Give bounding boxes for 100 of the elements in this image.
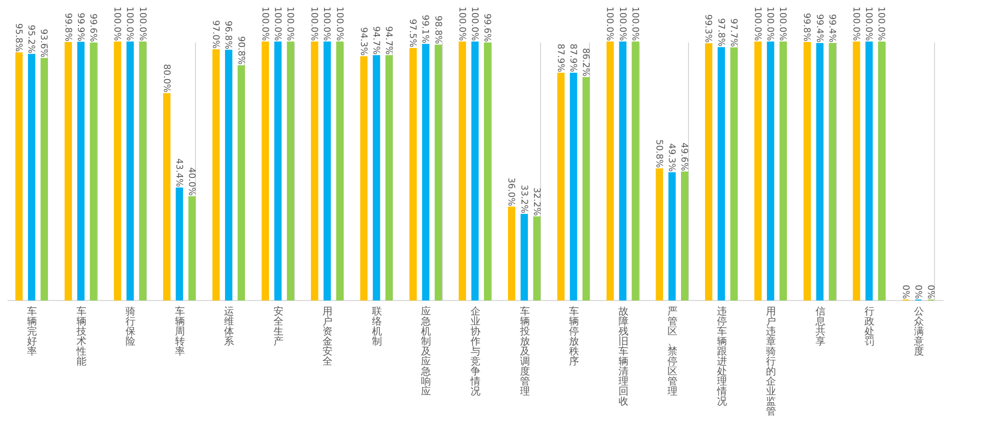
data-label: 99.6% bbox=[482, 13, 492, 42]
data-label: 99.4% bbox=[814, 14, 824, 43]
bar bbox=[508, 206, 516, 300]
bar bbox=[262, 42, 269, 300]
data-label: 100.0% bbox=[616, 6, 627, 42]
bar bbox=[372, 55, 380, 300]
data-label: 0% bbox=[912, 284, 922, 300]
x-tick-label: 车辆技术性能 bbox=[75, 306, 86, 368]
bar bbox=[40, 58, 48, 300]
data-label: 99.8% bbox=[62, 12, 72, 42]
bar bbox=[681, 172, 688, 300]
data-label: 0% bbox=[900, 284, 910, 300]
category-label: 企业协作与竞争情况 bbox=[470, 306, 480, 398]
bar bbox=[114, 42, 122, 300]
bar bbox=[176, 188, 184, 300]
bar bbox=[274, 42, 282, 300]
bar bbox=[28, 54, 36, 300]
x-tick-label: 车辆停放秩序 bbox=[569, 306, 580, 368]
bar bbox=[360, 56, 368, 300]
category-label: 故障残旧车辆清理回收 bbox=[618, 306, 628, 408]
data-label: 87.9% bbox=[568, 44, 578, 73]
bar bbox=[484, 42, 492, 300]
data-label: 87.9% bbox=[554, 44, 565, 73]
bar bbox=[422, 44, 430, 300]
data-label: 99.3% bbox=[702, 14, 713, 44]
bar bbox=[188, 196, 196, 300]
x-tick-label: 信息共享 bbox=[814, 306, 826, 348]
x-tick-label: 车辆完好率 bbox=[27, 306, 38, 358]
x-tick-label: 安全生产 bbox=[273, 306, 284, 348]
data-label: 86.2% bbox=[580, 48, 590, 78]
data-label: 36.0% bbox=[506, 178, 516, 207]
bar bbox=[619, 42, 626, 300]
bar bbox=[385, 55, 393, 300]
category-label: 车辆投放及调度管理 bbox=[520, 306, 530, 398]
data-label: 100.0% bbox=[876, 6, 886, 42]
bar bbox=[570, 72, 578, 300]
bar bbox=[852, 42, 860, 300]
bar bbox=[557, 72, 565, 300]
bar bbox=[656, 168, 664, 300]
data-label: 80.0% bbox=[160, 64, 171, 94]
bar bbox=[668, 172, 676, 300]
bar bbox=[828, 43, 836, 300]
category-label: 应急机制及应急响应 bbox=[421, 306, 432, 398]
data-label: 97.8% bbox=[715, 18, 726, 48]
bar bbox=[310, 42, 318, 300]
bar bbox=[324, 42, 331, 300]
bar bbox=[77, 42, 85, 300]
bar bbox=[225, 50, 232, 300]
data-label: 40.0% bbox=[186, 167, 196, 196]
data-label: 97.0% bbox=[210, 20, 220, 50]
data-label: 100.0% bbox=[136, 6, 147, 42]
x-tick-label: 车辆周转率 bbox=[174, 306, 185, 358]
bar bbox=[238, 65, 245, 300]
bar bbox=[582, 77, 590, 300]
x-tick-label: 行政处罚 bbox=[864, 306, 875, 348]
data-label: 100.0% bbox=[259, 6, 270, 42]
bar bbox=[471, 42, 479, 300]
category-label: 用户违章骑行的企业监管 bbox=[766, 306, 776, 418]
data-label: 0% bbox=[924, 284, 935, 300]
data-label: 97.5% bbox=[407, 18, 418, 48]
bar bbox=[632, 42, 640, 300]
data-label: 99.1% bbox=[420, 14, 430, 44]
x-tick-label: 骑行保险 bbox=[126, 306, 136, 348]
bar bbox=[139, 42, 146, 300]
data-label: 32.2% bbox=[530, 187, 541, 216]
data-label: 100.0% bbox=[284, 6, 295, 42]
bar bbox=[606, 42, 614, 300]
bar bbox=[878, 42, 886, 300]
data-label: 94.3% bbox=[358, 27, 368, 56]
data-label: 100.0% bbox=[764, 6, 775, 42]
bar bbox=[865, 42, 873, 300]
bar bbox=[434, 44, 442, 300]
category-label: 严管区、禁停区管理 bbox=[668, 306, 678, 398]
bar bbox=[804, 42, 811, 300]
data-label: 49.3% bbox=[666, 143, 676, 172]
x-tick-label: 联络机制 bbox=[372, 306, 382, 348]
data-label: 100.0% bbox=[112, 6, 122, 42]
data-label: 99.8% bbox=[801, 12, 812, 42]
bar bbox=[718, 47, 725, 300]
data-label: 93.6% bbox=[38, 28, 48, 58]
data-label: 99.9% bbox=[74, 12, 85, 42]
data-label: 100.0% bbox=[124, 6, 134, 42]
bar bbox=[780, 42, 787, 300]
bar bbox=[126, 42, 134, 300]
data-label: 99.4% bbox=[826, 14, 836, 43]
data-label: 94.7% bbox=[383, 26, 394, 56]
data-label: 100.0% bbox=[850, 6, 860, 42]
data-label: 33.2% bbox=[518, 184, 528, 214]
data-label: 100.0% bbox=[777, 6, 788, 42]
bar bbox=[409, 48, 417, 300]
bar bbox=[64, 42, 72, 300]
data-label: 100.0% bbox=[629, 6, 640, 42]
bar bbox=[816, 43, 824, 300]
bar bbox=[15, 52, 23, 300]
data-label: 100.0% bbox=[752, 6, 762, 42]
bar bbox=[286, 42, 294, 300]
data-label: 43.4% bbox=[173, 158, 184, 188]
data-label: 90.8% bbox=[235, 36, 246, 66]
bar bbox=[163, 93, 170, 300]
data-label: 100.0% bbox=[272, 6, 282, 42]
